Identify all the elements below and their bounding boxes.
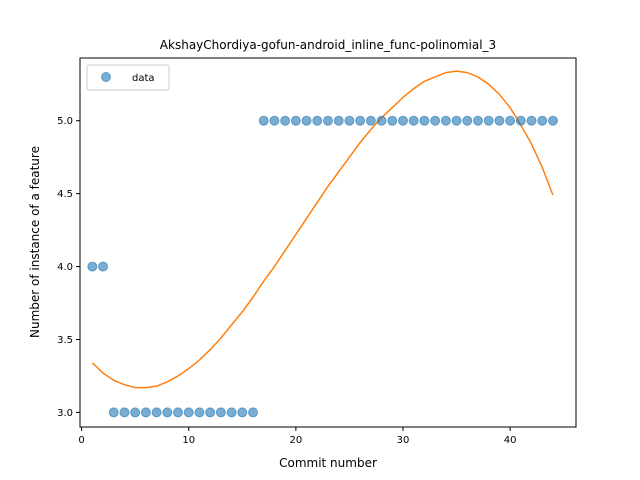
x-tick-label: 10 bbox=[182, 435, 195, 446]
legend: data bbox=[86, 64, 170, 91]
y-tick-label: 3.5 bbox=[57, 335, 73, 346]
data-point bbox=[547, 115, 558, 126]
x-tick-label: 40 bbox=[504, 435, 517, 446]
data-point bbox=[162, 407, 173, 418]
data-point bbox=[140, 407, 151, 418]
axes-frame bbox=[79, 57, 577, 428]
data-point bbox=[333, 115, 344, 126]
data-point bbox=[515, 115, 526, 126]
data-point bbox=[430, 115, 441, 126]
data-point bbox=[194, 407, 205, 418]
y-tick-label: 5.0 bbox=[57, 116, 73, 127]
data-point bbox=[483, 115, 494, 126]
data-point bbox=[237, 407, 248, 418]
data-point bbox=[440, 115, 451, 126]
legend-label-data: data bbox=[132, 73, 155, 84]
data-point bbox=[215, 407, 226, 418]
data-point bbox=[87, 261, 98, 272]
data-point bbox=[323, 115, 333, 126]
data-point bbox=[312, 115, 323, 126]
data-point bbox=[419, 115, 430, 126]
data-point bbox=[408, 115, 419, 126]
data-point bbox=[451, 115, 462, 126]
data-point bbox=[151, 407, 162, 418]
y-axis-label: Number of instance of a feature bbox=[28, 146, 42, 338]
data-point bbox=[301, 115, 312, 126]
x-axis-ticks: 0 10 20 30 40 bbox=[78, 427, 516, 446]
x-tick-label: 30 bbox=[397, 435, 410, 446]
data-point bbox=[258, 115, 269, 126]
fit-line bbox=[91, 70, 554, 389]
data-point bbox=[537, 115, 548, 126]
data-point bbox=[526, 115, 537, 126]
y-axis-ticks: 3.0 3.5 4.0 4.5 5.0 bbox=[57, 116, 80, 419]
plot-area bbox=[87, 70, 558, 418]
data-point bbox=[108, 407, 119, 418]
data-point bbox=[183, 407, 194, 418]
data-point bbox=[173, 407, 184, 418]
data-point bbox=[462, 115, 473, 126]
data-point bbox=[505, 115, 516, 126]
y-tick-label: 3.0 bbox=[57, 408, 73, 419]
data-point bbox=[397, 115, 408, 126]
data-point bbox=[344, 115, 355, 126]
x-tick-label: 20 bbox=[289, 435, 302, 446]
legend-box bbox=[86, 64, 170, 91]
data-point bbox=[269, 115, 280, 126]
data-point bbox=[387, 115, 398, 126]
data-point bbox=[494, 115, 505, 126]
data-point bbox=[248, 407, 259, 418]
y-tick-label: 4.0 bbox=[57, 262, 73, 273]
data-point bbox=[226, 407, 237, 418]
data-point bbox=[205, 407, 216, 418]
x-axis-label: Commit number bbox=[279, 456, 377, 470]
data-point bbox=[98, 261, 109, 272]
chart-title: AkshayChordiya-gofun-android_inline_func… bbox=[160, 38, 496, 52]
data-points-series bbox=[87, 115, 558, 418]
data-point bbox=[376, 115, 387, 126]
data-point bbox=[280, 115, 291, 126]
y-tick-label: 4.5 bbox=[57, 189, 73, 200]
legend-marker-data bbox=[101, 72, 111, 82]
data-point bbox=[472, 115, 483, 126]
x-tick-label: 0 bbox=[78, 435, 84, 446]
data-point bbox=[365, 115, 376, 126]
data-point bbox=[130, 407, 141, 418]
data-point bbox=[290, 115, 301, 126]
data-point bbox=[119, 407, 130, 418]
data-point bbox=[355, 115, 366, 126]
fit-line-series bbox=[91, 70, 554, 389]
